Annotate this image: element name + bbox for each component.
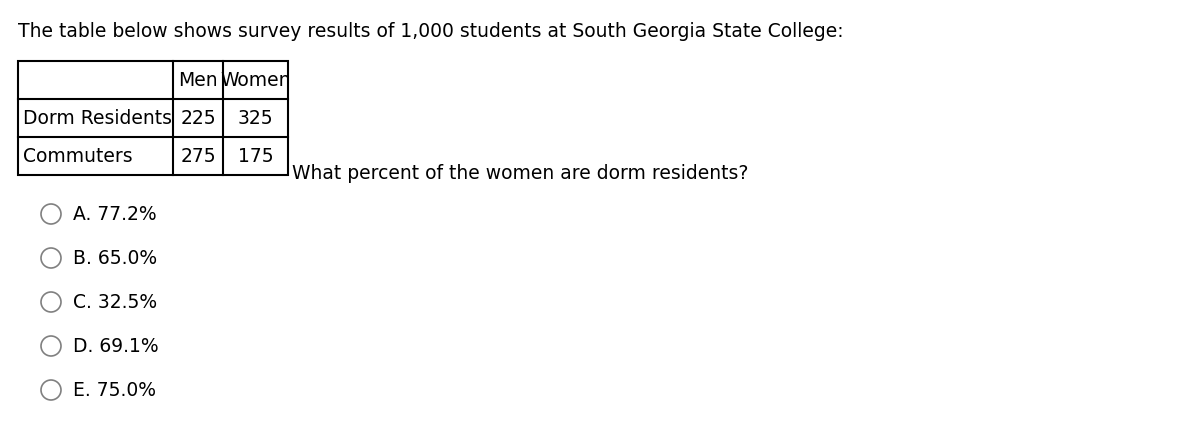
Text: Commuters: Commuters xyxy=(23,147,133,166)
Text: What percent of the women are dorm residents?: What percent of the women are dorm resid… xyxy=(292,164,749,183)
Text: 325: 325 xyxy=(238,109,274,128)
Bar xyxy=(18,62,288,176)
Text: E. 75.0%: E. 75.0% xyxy=(73,380,156,400)
Text: Dorm Residents: Dorm Residents xyxy=(23,109,172,128)
Text: A. 77.2%: A. 77.2% xyxy=(73,205,157,224)
Text: Men: Men xyxy=(178,71,218,90)
Text: The table below shows survey results of 1,000 students at South Georgia State Co: The table below shows survey results of … xyxy=(18,22,844,41)
Text: C. 32.5%: C. 32.5% xyxy=(73,293,157,312)
Text: Women: Women xyxy=(221,71,290,90)
Text: 175: 175 xyxy=(238,147,274,166)
Text: 225: 225 xyxy=(180,109,216,128)
Text: 275: 275 xyxy=(180,147,216,166)
Text: D. 69.1%: D. 69.1% xyxy=(73,337,158,356)
Text: B. 65.0%: B. 65.0% xyxy=(73,249,157,268)
